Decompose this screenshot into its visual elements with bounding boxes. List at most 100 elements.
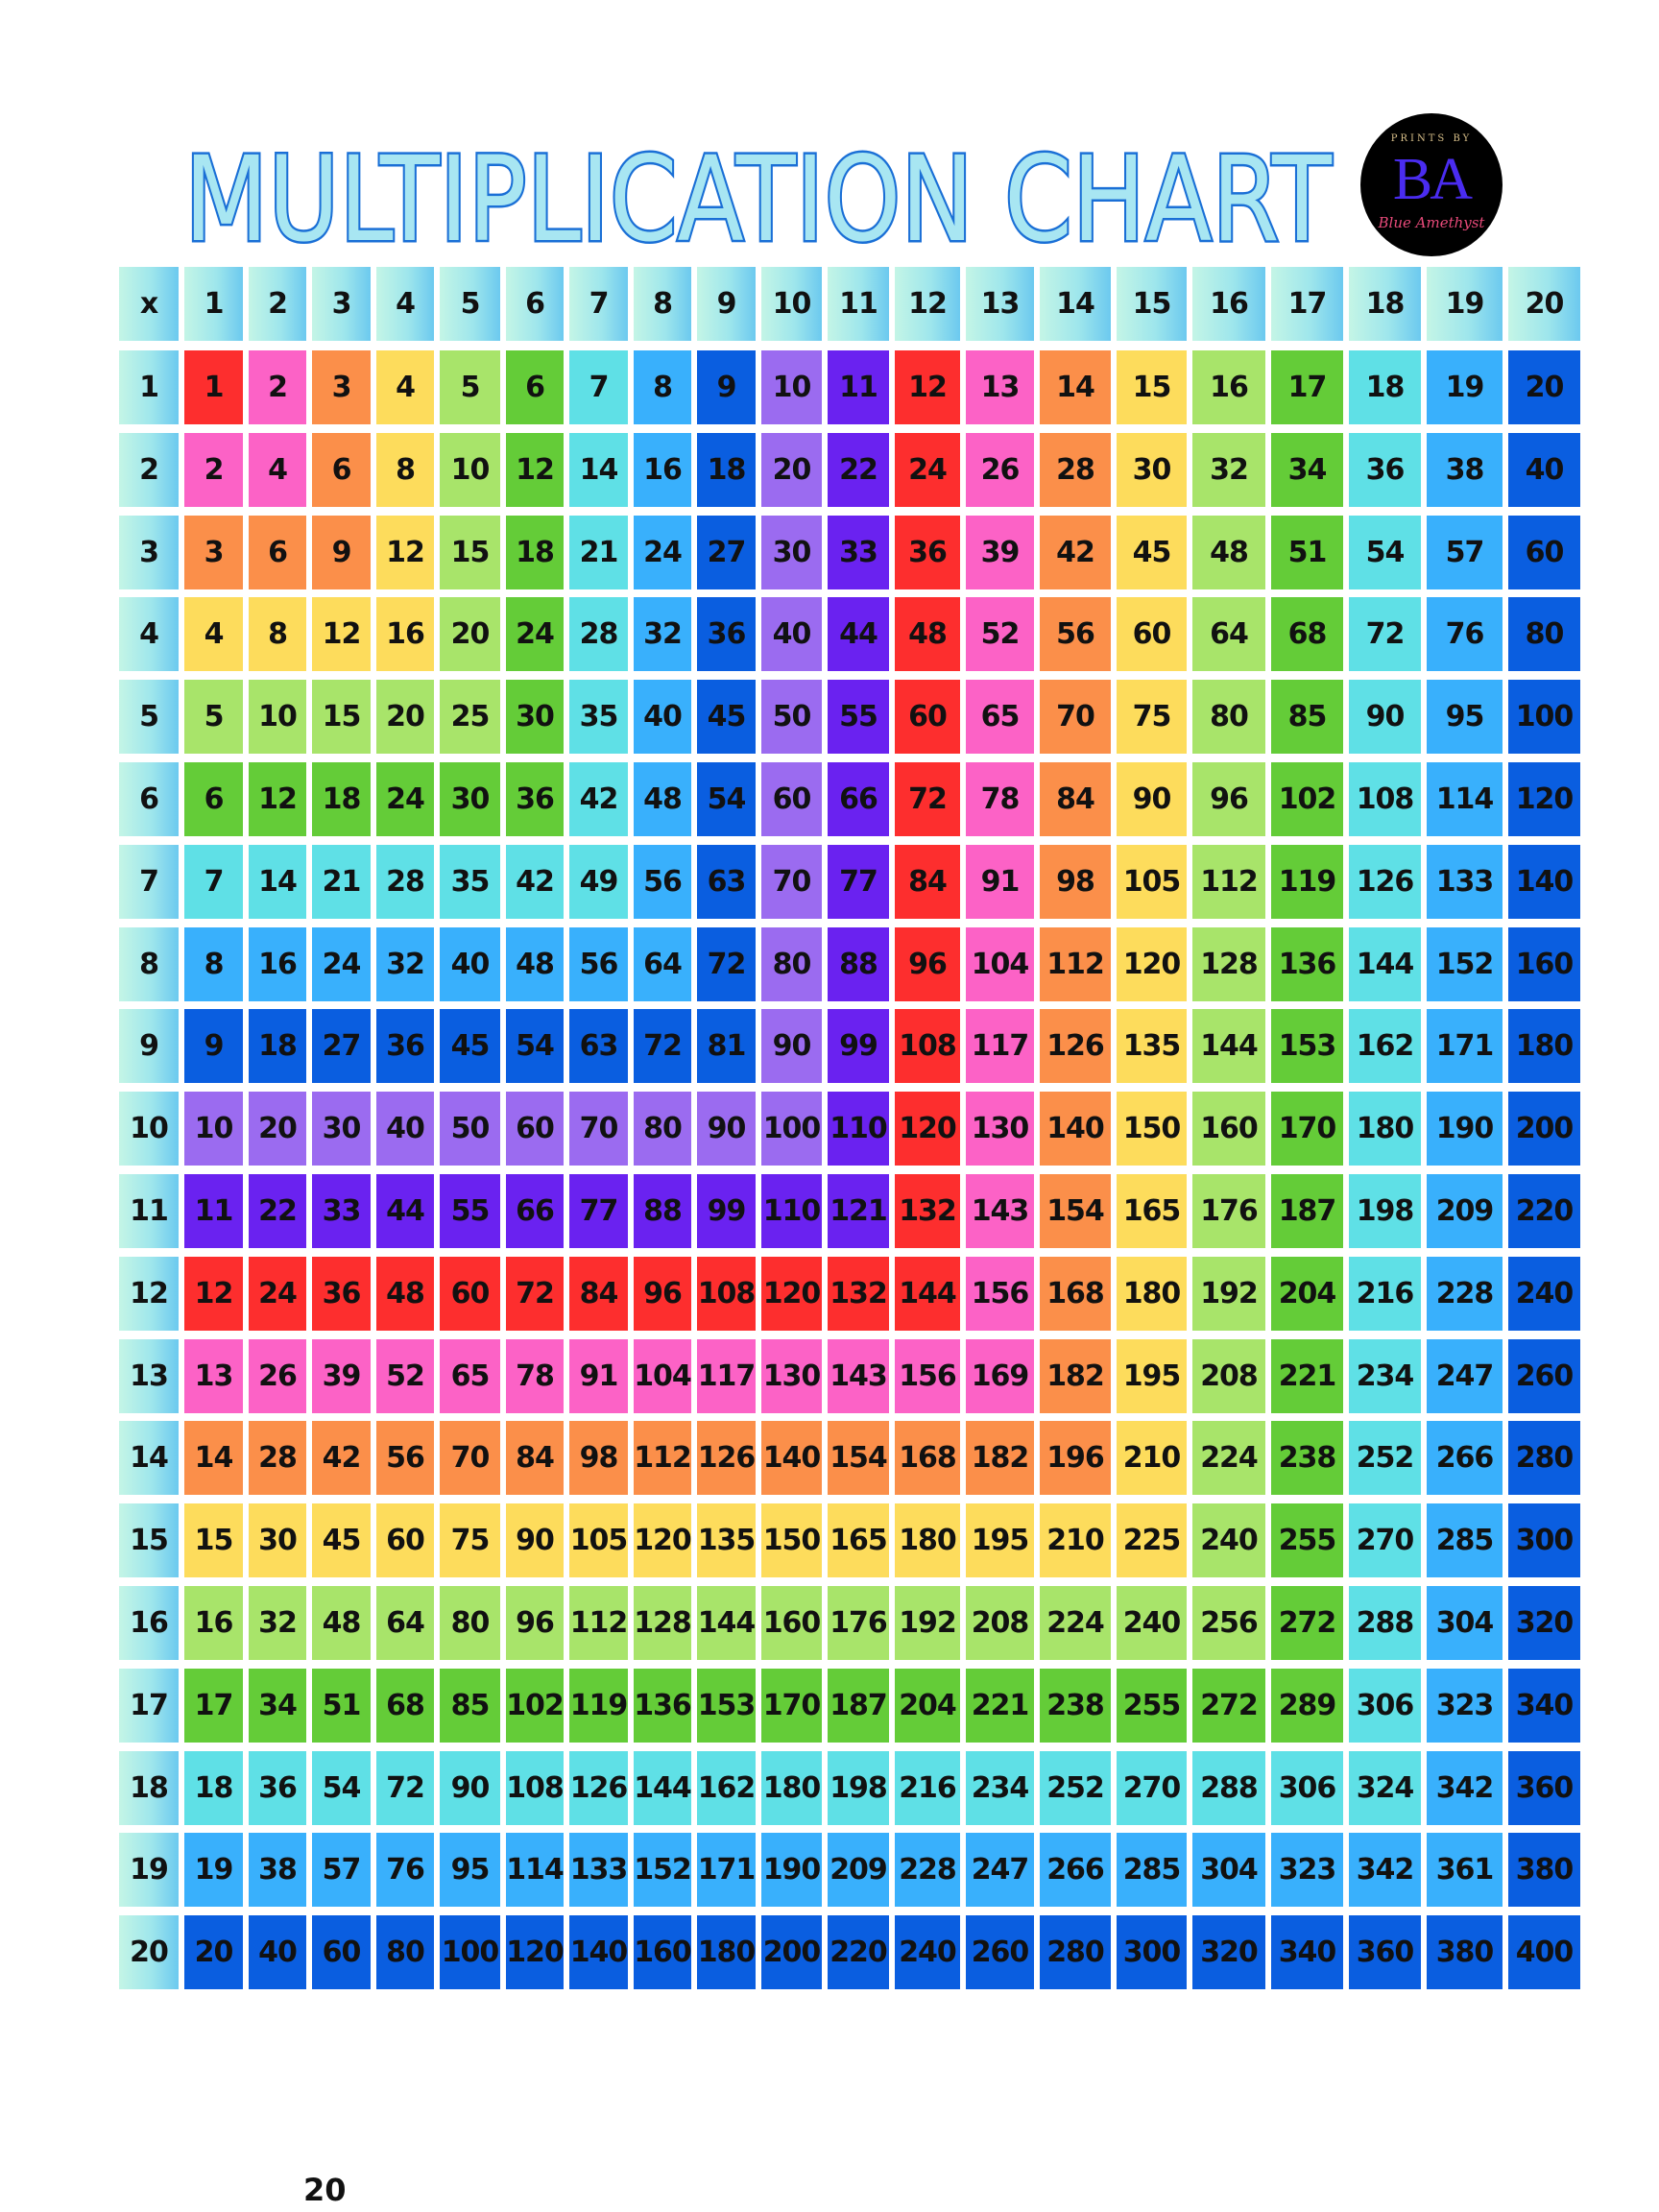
column-header: 8 bbox=[634, 267, 691, 341]
product-cell: 169 bbox=[966, 1338, 1034, 1413]
column-header: 10 bbox=[761, 267, 822, 341]
product-cell: 5 bbox=[184, 680, 243, 755]
product-cell: 3 bbox=[312, 350, 371, 424]
product-cell: 117 bbox=[966, 1009, 1034, 1084]
product-cell: 19 bbox=[1427, 350, 1503, 424]
product-cell: 19 bbox=[184, 1833, 243, 1908]
product-cell: 180 bbox=[895, 1503, 960, 1578]
product-cell: 68 bbox=[376, 1668, 434, 1743]
corner-label: x bbox=[119, 267, 179, 341]
row-header: 12 bbox=[119, 1256, 179, 1331]
product-cell: 180 bbox=[1508, 1009, 1580, 1084]
product-cell: 28 bbox=[569, 597, 628, 672]
product-cell: 36 bbox=[895, 515, 960, 589]
column-header: 11 bbox=[828, 267, 889, 341]
product-cell: 285 bbox=[1117, 1833, 1187, 1908]
product-cell: 48 bbox=[895, 597, 960, 672]
product-cell: 176 bbox=[1192, 1174, 1265, 1248]
product-cell: 154 bbox=[1040, 1174, 1111, 1248]
product-cell: 76 bbox=[376, 1833, 434, 1908]
product-cell: 18 bbox=[697, 432, 756, 507]
column-header: 16 bbox=[1192, 267, 1265, 341]
row-header: 20 bbox=[119, 1915, 179, 1990]
product-cell: 77 bbox=[828, 844, 889, 919]
product-cell: 195 bbox=[966, 1503, 1034, 1578]
product-cell: 380 bbox=[1427, 1915, 1503, 1990]
product-cell: 126 bbox=[1349, 844, 1421, 919]
product-cell: 85 bbox=[440, 1668, 500, 1743]
product-cell: 42 bbox=[569, 762, 628, 836]
column-header: 12 bbox=[895, 267, 960, 341]
product-cell: 90 bbox=[697, 1092, 756, 1166]
product-cell: 48 bbox=[312, 1586, 371, 1660]
product-cell: 238 bbox=[1271, 1421, 1343, 1496]
product-cell: 18 bbox=[1349, 350, 1421, 424]
product-cell: 320 bbox=[1508, 1586, 1580, 1660]
row-header: 19 bbox=[119, 1833, 179, 1908]
product-cell: 80 bbox=[634, 1092, 691, 1166]
product-cell: 36 bbox=[697, 597, 756, 672]
product-cell: 187 bbox=[828, 1668, 889, 1743]
product-cell: 45 bbox=[440, 1009, 500, 1084]
product-cell: 240 bbox=[1508, 1256, 1580, 1331]
product-cell: 2 bbox=[184, 432, 243, 507]
product-cell: 266 bbox=[1040, 1833, 1111, 1908]
product-cell: 160 bbox=[634, 1915, 691, 1990]
product-cell: 84 bbox=[506, 1421, 564, 1496]
product-cell: 66 bbox=[506, 1174, 564, 1248]
product-cell: 64 bbox=[634, 926, 691, 1001]
product-cell: 135 bbox=[1117, 1009, 1187, 1084]
product-cell: 180 bbox=[761, 1750, 822, 1825]
product-cell: 171 bbox=[697, 1833, 756, 1908]
product-cell: 280 bbox=[1040, 1915, 1111, 1990]
product-cell: 162 bbox=[697, 1750, 756, 1825]
product-cell: 30 bbox=[440, 762, 500, 836]
product-cell: 72 bbox=[506, 1256, 564, 1331]
product-cell: 30 bbox=[249, 1503, 306, 1578]
product-cell: 154 bbox=[828, 1421, 889, 1496]
product-cell: 72 bbox=[1349, 597, 1421, 672]
product-cell: 221 bbox=[966, 1668, 1034, 1743]
product-cell: 28 bbox=[249, 1421, 306, 1496]
product-cell: 72 bbox=[697, 926, 756, 1001]
product-cell: 140 bbox=[1040, 1092, 1111, 1166]
row-header: 18 bbox=[119, 1750, 179, 1825]
product-cell: 128 bbox=[634, 1586, 691, 1660]
product-cell: 90 bbox=[506, 1503, 564, 1578]
product-cell: 42 bbox=[312, 1421, 371, 1496]
product-cell: 304 bbox=[1192, 1833, 1265, 1908]
product-cell: 13 bbox=[966, 350, 1034, 424]
product-cell: 204 bbox=[895, 1668, 960, 1743]
product-cell: 80 bbox=[761, 926, 822, 1001]
product-cell: 99 bbox=[828, 1009, 889, 1084]
product-cell: 44 bbox=[376, 1174, 434, 1248]
product-cell: 400 bbox=[1508, 1915, 1580, 1990]
product-cell: 18 bbox=[249, 1009, 306, 1084]
row-header: 13 bbox=[119, 1338, 179, 1413]
product-cell: 24 bbox=[249, 1256, 306, 1331]
product-cell: 153 bbox=[1271, 1009, 1343, 1084]
product-cell: 22 bbox=[249, 1174, 306, 1248]
product-cell: 49 bbox=[569, 844, 628, 919]
product-cell: 48 bbox=[634, 762, 691, 836]
product-cell: 168 bbox=[895, 1421, 960, 1496]
product-cell: 50 bbox=[440, 1092, 500, 1166]
product-cell: 289 bbox=[1271, 1668, 1343, 1743]
product-cell: 27 bbox=[312, 1009, 371, 1084]
product-cell: 135 bbox=[697, 1503, 756, 1578]
product-cell: 8 bbox=[376, 432, 434, 507]
product-cell: 260 bbox=[966, 1915, 1034, 1990]
product-cell: 72 bbox=[634, 1009, 691, 1084]
product-cell: 27 bbox=[697, 515, 756, 589]
product-cell: 133 bbox=[1427, 844, 1503, 919]
product-cell: 78 bbox=[506, 1338, 564, 1413]
product-cell: 16 bbox=[184, 1586, 243, 1660]
product-cell: 96 bbox=[895, 926, 960, 1001]
product-cell: 160 bbox=[1192, 1092, 1265, 1166]
product-cell: 15 bbox=[184, 1503, 243, 1578]
product-cell: 75 bbox=[440, 1503, 500, 1578]
product-cell: 17 bbox=[1271, 350, 1343, 424]
product-cell: 340 bbox=[1271, 1915, 1343, 1990]
product-cell: 247 bbox=[1427, 1338, 1503, 1413]
product-cell: 24 bbox=[895, 432, 960, 507]
